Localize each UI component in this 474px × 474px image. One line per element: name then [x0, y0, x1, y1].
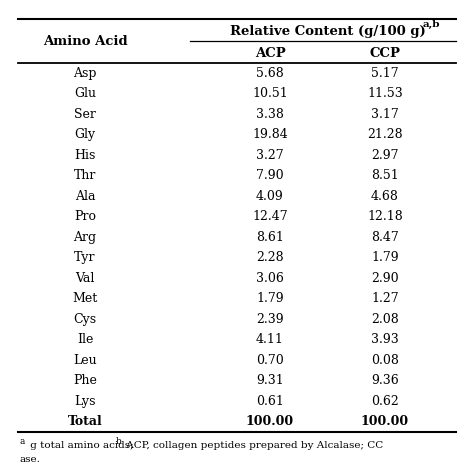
Text: 4.68: 4.68 — [371, 190, 399, 203]
Text: 8.51: 8.51 — [371, 169, 399, 182]
Text: 2.28: 2.28 — [256, 251, 284, 264]
Text: 11.53: 11.53 — [367, 87, 403, 100]
Text: 2.39: 2.39 — [256, 313, 284, 326]
Text: 1.79: 1.79 — [256, 292, 284, 305]
Text: Thr: Thr — [74, 169, 96, 182]
Text: Pro: Pro — [74, 210, 96, 223]
Text: Ser: Ser — [74, 108, 96, 121]
Text: Leu: Leu — [73, 354, 97, 367]
Text: ACP, collagen peptides prepared by Alcalase; CC: ACP, collagen peptides prepared by Alcal… — [123, 440, 383, 449]
Text: 3.38: 3.38 — [256, 108, 284, 121]
Text: Relative Content (g/100 g): Relative Content (g/100 g) — [229, 25, 425, 37]
Text: 1.79: 1.79 — [371, 251, 399, 264]
Text: g total amino acids;: g total amino acids; — [27, 440, 137, 449]
Text: Tyr: Tyr — [74, 251, 96, 264]
Text: 3.27: 3.27 — [256, 149, 284, 162]
Text: 0.70: 0.70 — [256, 354, 284, 367]
Text: 3.17: 3.17 — [371, 108, 399, 121]
Text: His: His — [74, 149, 96, 162]
Text: 7.90: 7.90 — [256, 169, 284, 182]
Text: 2.90: 2.90 — [371, 272, 399, 285]
Text: 2.08: 2.08 — [371, 313, 399, 326]
Text: b: b — [116, 437, 122, 446]
Text: a,b: a,b — [422, 19, 440, 28]
Text: Lys: Lys — [74, 395, 96, 408]
Text: 100.00: 100.00 — [246, 415, 294, 428]
Text: Glu: Glu — [74, 87, 96, 100]
Text: 0.61: 0.61 — [256, 395, 284, 408]
Text: 100.00: 100.00 — [361, 415, 409, 428]
Text: 9.31: 9.31 — [256, 374, 284, 387]
Text: ase.: ase. — [20, 455, 41, 464]
Text: Total: Total — [68, 415, 102, 428]
Text: 12.18: 12.18 — [367, 210, 403, 223]
Text: Met: Met — [73, 292, 98, 305]
Text: 0.62: 0.62 — [371, 395, 399, 408]
Text: 1.27: 1.27 — [371, 292, 399, 305]
Text: CCP: CCP — [370, 46, 401, 60]
Text: 3.06: 3.06 — [256, 272, 284, 285]
Text: Ile: Ile — [77, 333, 93, 346]
Text: 21.28: 21.28 — [367, 128, 403, 141]
Text: 3.93: 3.93 — [371, 333, 399, 346]
Text: Ala: Ala — [75, 190, 95, 203]
Text: Asp: Asp — [73, 67, 97, 80]
Text: Val: Val — [75, 272, 95, 285]
Text: Gly: Gly — [74, 128, 96, 141]
Text: 8.61: 8.61 — [256, 231, 284, 244]
Text: 12.47: 12.47 — [252, 210, 288, 223]
Text: 2.97: 2.97 — [371, 149, 399, 162]
Text: 0.08: 0.08 — [371, 354, 399, 367]
Text: 19.84: 19.84 — [252, 128, 288, 141]
Text: Arg: Arg — [73, 231, 97, 244]
Text: 4.09: 4.09 — [256, 190, 284, 203]
Text: ACP: ACP — [255, 46, 285, 60]
Text: 9.36: 9.36 — [371, 374, 399, 387]
Text: Cys: Cys — [73, 313, 97, 326]
Text: a: a — [20, 437, 26, 446]
Text: 5.17: 5.17 — [371, 67, 399, 80]
Text: 10.51: 10.51 — [252, 87, 288, 100]
Text: 4.11: 4.11 — [256, 333, 284, 346]
Text: 8.47: 8.47 — [371, 231, 399, 244]
Text: Phe: Phe — [73, 374, 97, 387]
Text: 5.68: 5.68 — [256, 67, 284, 80]
Text: Amino Acid: Amino Acid — [43, 35, 128, 47]
